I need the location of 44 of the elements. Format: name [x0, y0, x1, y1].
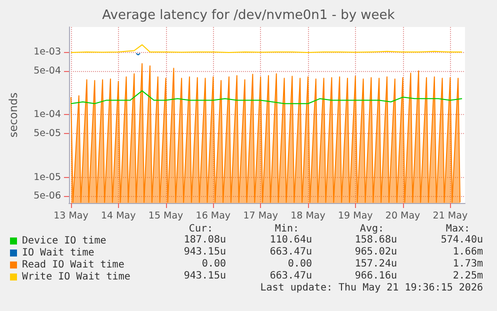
x-tick-label: 19 May [338, 210, 374, 222]
x-tick-label: 14 May [101, 210, 136, 222]
y-tick-label: 1e-05 [34, 172, 61, 183]
text: 110.64u [270, 234, 312, 246]
line-series [70, 90, 463, 104]
text: 965.02u [354, 246, 397, 258]
text: 663.47u [270, 246, 312, 258]
legend-label: Device IO time [22, 236, 106, 246]
line-series [70, 44, 463, 53]
text: 0.00 [288, 258, 312, 270]
text: Last update: Thu May 21 19:36:15 2026 [260, 282, 483, 294]
chart-title: Average latency for /dev/nvme0n1 - by week [102, 8, 396, 23]
y-axis-title: seconds [7, 92, 20, 138]
legend-label: Write IO Wait time [22, 272, 130, 282]
text: 157.24u [354, 258, 397, 270]
text: Min: [274, 224, 300, 234]
legend-label: IO Wait time [22, 248, 94, 258]
text: Max: [446, 224, 470, 234]
x-tick-label: 18 May [290, 210, 326, 222]
text: Cur: [188, 224, 214, 234]
text: 943.15u [184, 246, 226, 258]
legend-label: Read IO Wait time [22, 260, 124, 270]
text: 1.73m [452, 258, 483, 270]
text: 0.00 [202, 258, 226, 270]
text: 2.25m [452, 270, 483, 282]
text: 574.40u [440, 234, 483, 246]
text: Avg: [360, 224, 384, 234]
y-tick-label: 1e-04 [34, 109, 61, 120]
x-tick-label: 21 May [432, 210, 468, 222]
x-tick-label: 15 May [148, 210, 184, 222]
text: 966.16u [354, 270, 397, 282]
text: 187.08u [184, 234, 226, 246]
x-tick-label: 20 May [385, 210, 421, 222]
text: 1.66m [452, 246, 483, 258]
y-tick-label: 1e-03 [34, 46, 61, 58]
x-tick-label: 13 May [54, 210, 89, 222]
y-tick-label: 5e-05 [34, 128, 61, 140]
text: 158.68u [354, 234, 397, 246]
text: 663.47u [270, 270, 312, 282]
y-tick-label: 5e-04 [34, 65, 61, 76]
y-tick-label: 5e-06 [34, 190, 61, 202]
x-tick-label: 17 May [243, 210, 278, 222]
text: 943.15u [184, 270, 226, 282]
x-tick-label: 16 May [196, 210, 231, 222]
